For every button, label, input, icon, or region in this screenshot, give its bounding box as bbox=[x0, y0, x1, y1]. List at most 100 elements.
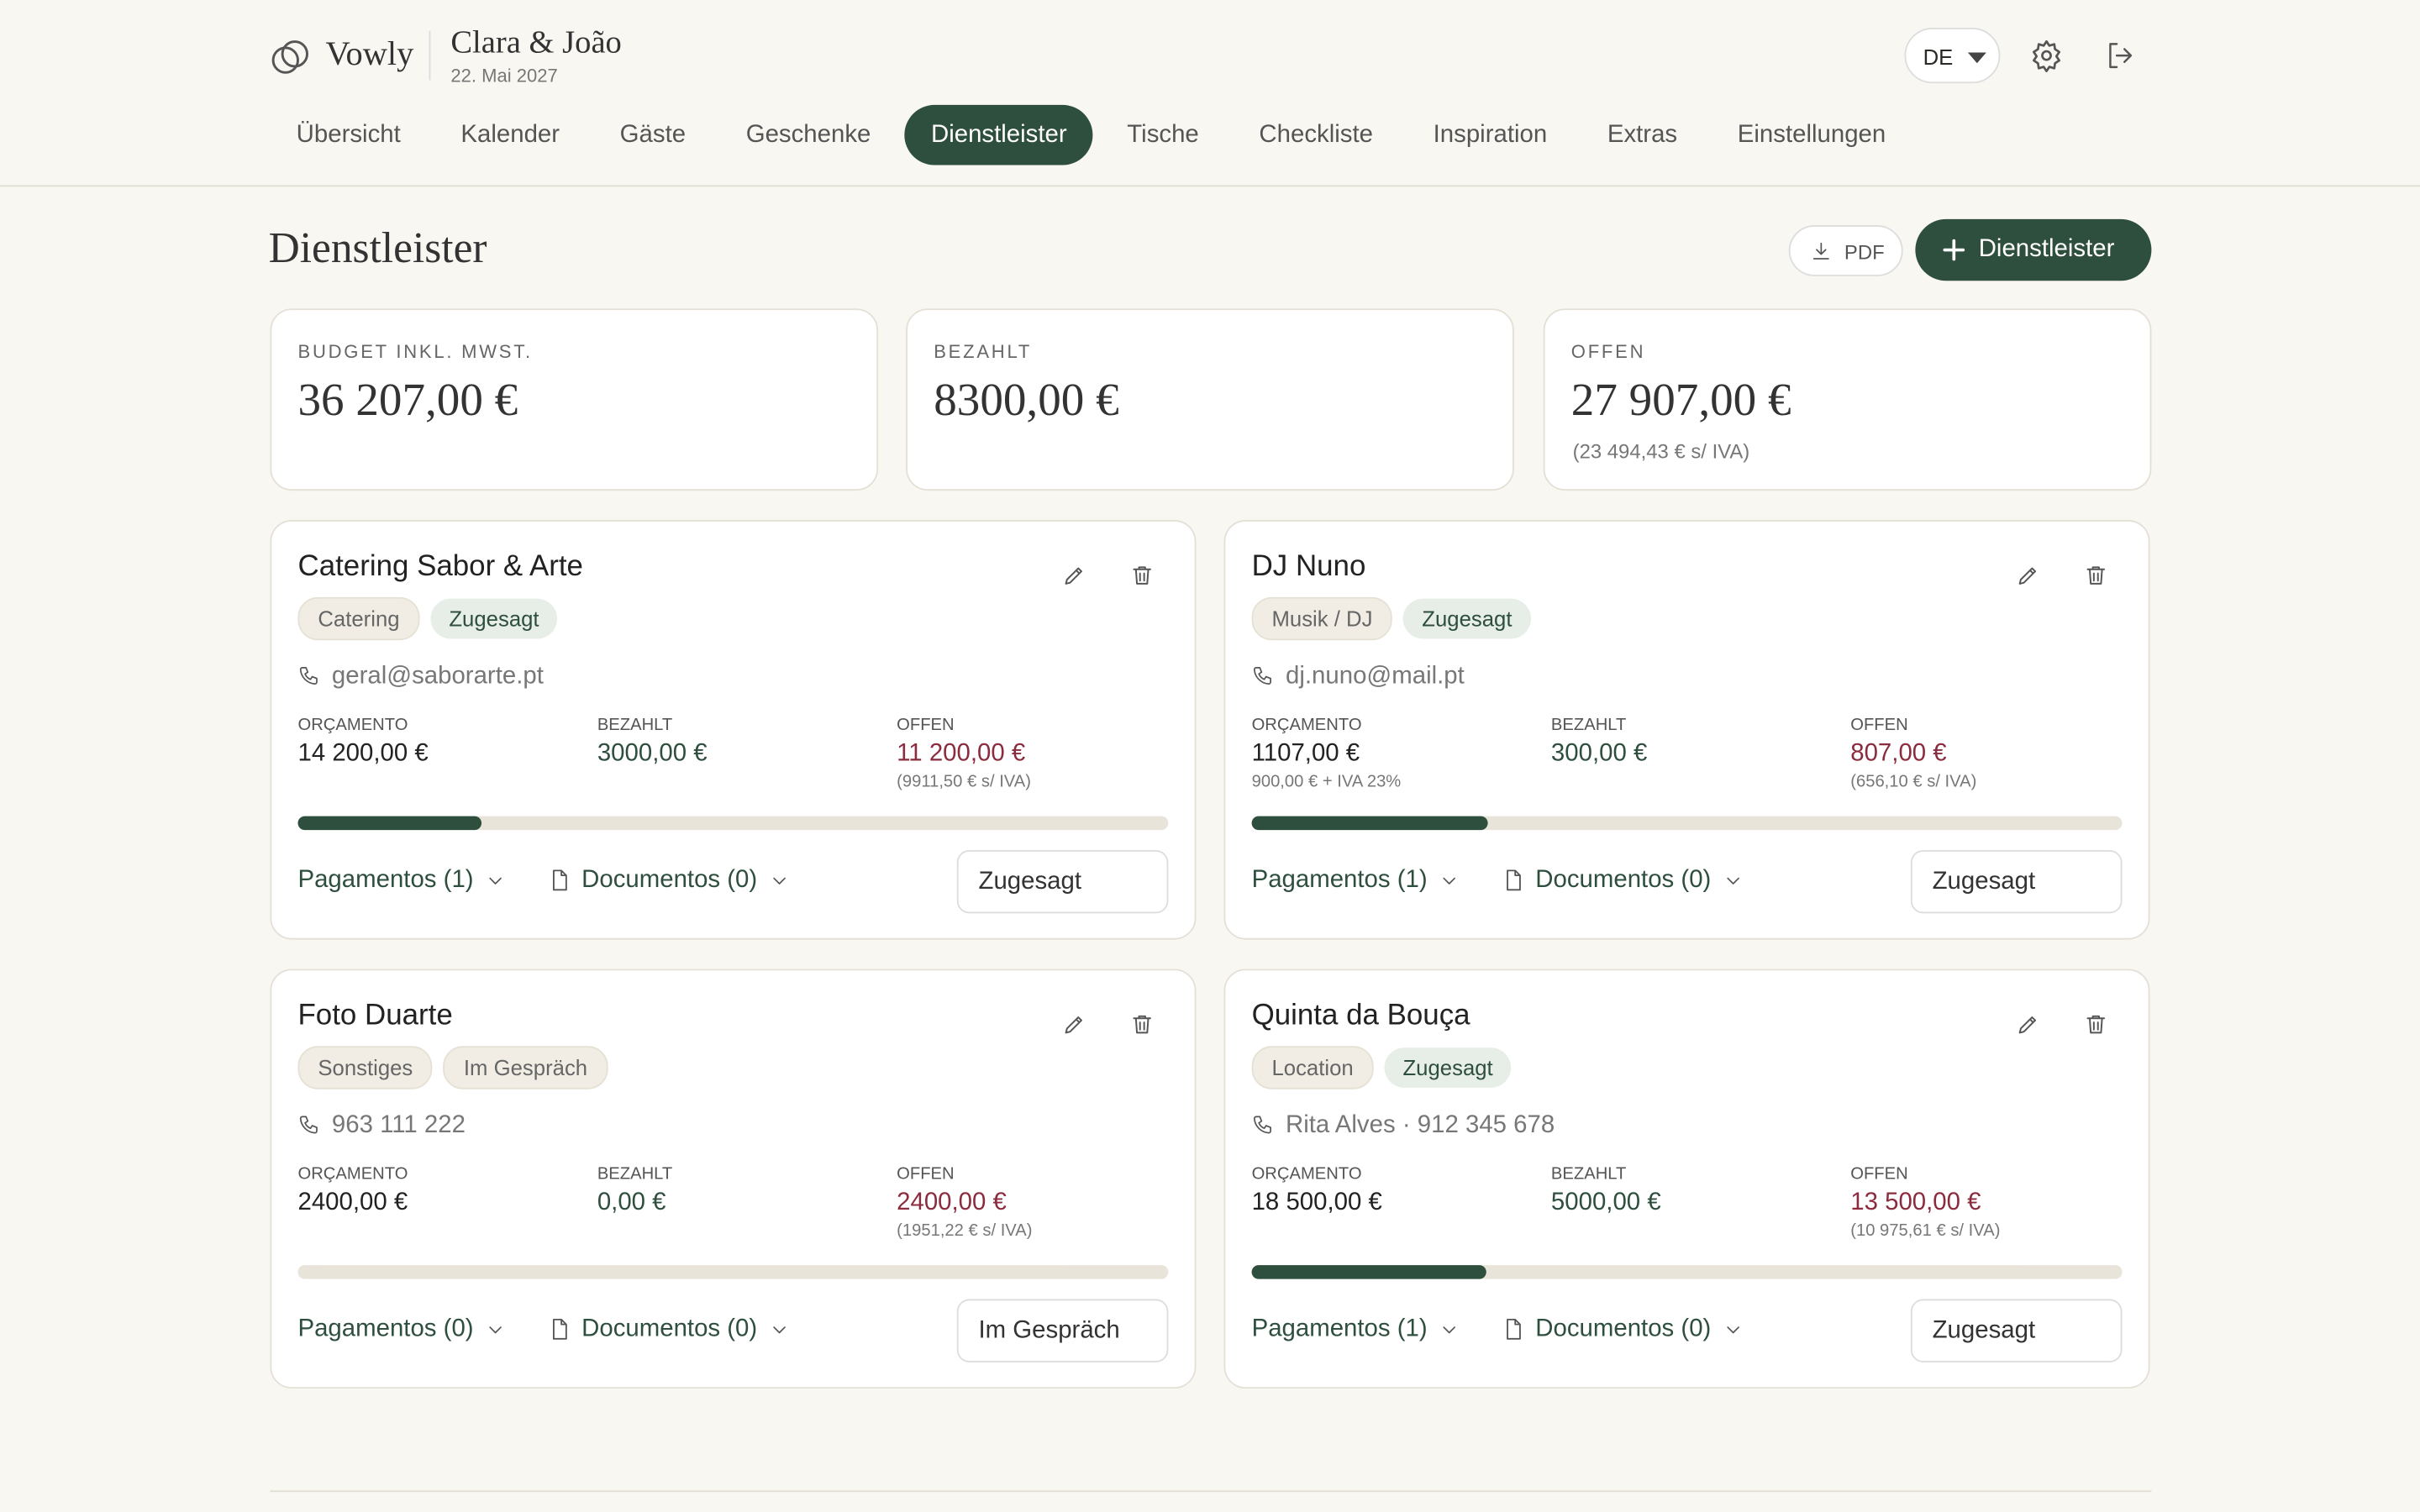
chevron-icon bbox=[1443, 877, 1455, 885]
nav-item[interactable]: Checkliste bbox=[1259, 122, 1373, 149]
progress-track bbox=[297, 816, 1169, 831]
vendor-card: Quinta da Bouça Location Zugesagt Rita Alve… bbox=[1223, 969, 2150, 1389]
progress-bar bbox=[297, 816, 482, 831]
stat-note: (656,10 € s/ IVA) bbox=[1850, 773, 1977, 792]
chevron-icon bbox=[488, 877, 502, 885]
status-tag: Zugesagt bbox=[1384, 1047, 1512, 1088]
progress-track bbox=[297, 1265, 1169, 1279]
document-icon bbox=[1506, 869, 1521, 891]
pdf-label: PDF bbox=[1844, 240, 1885, 265]
tags: Location Zugesagt bbox=[1251, 1046, 1523, 1089]
payments-toggle[interactable]: Pagamentos (1) bbox=[1251, 1315, 1428, 1342]
delete-icon[interactable] bbox=[2084, 1012, 2108, 1037]
caret bbox=[1967, 52, 1986, 64]
nav-item[interactable]: Gäste bbox=[619, 122, 687, 149]
logo bbox=[271, 40, 308, 74]
delete-icon[interactable] bbox=[1129, 1012, 1154, 1037]
status-tag: Zugesagt bbox=[430, 598, 558, 639]
nav-item[interactable]: Extras bbox=[1607, 122, 1678, 149]
payments-toggle[interactable]: Pagamentos (0) bbox=[297, 1315, 474, 1342]
stat-label: ORÇAMENTO bbox=[1251, 1164, 1362, 1184]
documents-toggle[interactable]: Documentos (0) bbox=[1535, 1315, 1712, 1342]
vendor-name: DJ Nuno bbox=[1251, 550, 1366, 584]
language-select[interactable]: DE bbox=[1904, 28, 2001, 84]
stat-value: 18 500,00 € bbox=[1251, 1189, 1382, 1216]
status-select[interactable]: Im Gespräch bbox=[956, 1299, 1169, 1362]
nav-item[interactable]: Inspiration bbox=[1433, 122, 1548, 149]
contact: geral@saborarte.pt bbox=[331, 663, 544, 690]
stat-label: OFFEN bbox=[1850, 1164, 1908, 1184]
stat-label: ORÇAMENTO bbox=[297, 716, 408, 735]
nav-item[interactable]: Kalender bbox=[460, 122, 560, 149]
download-icon bbox=[1812, 242, 1829, 260]
stat-value: 11 200,00 € bbox=[897, 740, 1026, 767]
nav-item[interactable]: Tische bbox=[1127, 122, 1199, 149]
documents-toggle[interactable]: Documentos (0) bbox=[581, 867, 758, 894]
chevron-icon bbox=[1443, 1326, 1455, 1334]
payments-toggle[interactable]: Pagamentos (1) bbox=[297, 867, 474, 894]
stat-value: 14 200,00 € bbox=[297, 740, 429, 767]
nav-item[interactable]: Übersicht bbox=[296, 122, 401, 149]
status-select[interactable]: Zugesagt bbox=[1910, 850, 2123, 914]
stat-label: OFFEN bbox=[1850, 716, 1908, 735]
stat-label: OFFEN bbox=[897, 716, 955, 735]
summary-note: (23 494,43 € s/ IVA) bbox=[1572, 439, 1750, 464]
brand: Vowly bbox=[325, 34, 414, 73]
documents-toggle[interactable]: Documentos (0) bbox=[1535, 867, 1712, 894]
status-select-value: Zugesagt bbox=[1932, 1317, 2036, 1344]
stat-label: BEZAHLT bbox=[1550, 1164, 1627, 1184]
stat-label: OFFEN bbox=[897, 1164, 955, 1184]
nav-item[interactable]: Dienstleister bbox=[904, 104, 1093, 165]
stat-label: ORÇAMENTO bbox=[1251, 716, 1362, 735]
pdf-button[interactable]: PDF bbox=[1788, 225, 1903, 276]
document-icon bbox=[552, 1318, 567, 1340]
stat-label: BEZAHLT bbox=[1550, 716, 1627, 735]
summary-label: BEZAHLT bbox=[934, 340, 1033, 363]
status-select-value: Im Gespräch bbox=[978, 1317, 1120, 1344]
stat-value: 1107,00 € bbox=[1251, 740, 1360, 767]
edit-icon[interactable] bbox=[1062, 1012, 1086, 1037]
language: DE bbox=[1923, 45, 1954, 70]
progress-bar bbox=[1251, 816, 1488, 831]
document-icon bbox=[552, 869, 567, 891]
category-tag: Location bbox=[1251, 1046, 1374, 1089]
stat-note: (10 975,61 € s/ IVA) bbox=[1850, 1221, 2001, 1241]
summary-value: 36 207,00 € bbox=[297, 375, 518, 426]
header bbox=[0, 0, 2420, 187]
page-title: Dienstleister bbox=[268, 225, 487, 274]
edit-icon[interactable] bbox=[1062, 563, 1086, 587]
status-select[interactable]: Zugesagt bbox=[1910, 1299, 2123, 1362]
summary-label: BUDGET INKL. MWST. bbox=[297, 340, 533, 363]
status-select-value: Zugesagt bbox=[1932, 869, 2036, 895]
status-tag: Im Gespräch bbox=[444, 1046, 608, 1089]
chevron-icon bbox=[488, 1326, 502, 1334]
document-icon bbox=[1506, 1318, 1521, 1340]
contact-icon bbox=[1253, 666, 1271, 685]
stat-value: 0,00 € bbox=[597, 1189, 666, 1216]
status-tag: Zugesagt bbox=[1403, 598, 1531, 639]
stat-value: 2400,00 € bbox=[297, 1189, 408, 1216]
progress-bar bbox=[1251, 1265, 1487, 1279]
add-button[interactable]: Dienstleister bbox=[1915, 218, 2152, 281]
status-select[interactable]: Zugesagt bbox=[956, 850, 1169, 914]
stat-value: 807,00 € bbox=[1850, 740, 1947, 767]
couple: Clara & João bbox=[450, 23, 622, 60]
delete-icon[interactable] bbox=[2084, 563, 2108, 587]
contact: dj.nuno@mail.pt bbox=[1286, 663, 1465, 690]
logout-icon[interactable] bbox=[2105, 40, 2136, 71]
delete-icon[interactable] bbox=[1129, 563, 1154, 587]
payments-toggle[interactable]: Pagamentos (1) bbox=[1251, 867, 1428, 894]
vendor-card: DJ Nuno Musik / DJ Zugesagt dj.nuno@mail.pt… bbox=[1223, 519, 2150, 940]
nav-item[interactable]: Geschenke bbox=[745, 122, 871, 149]
contact-icon bbox=[1253, 1116, 1271, 1134]
divider bbox=[429, 30, 431, 81]
nav-item[interactable]: Einstellungen bbox=[1737, 122, 1886, 149]
edit-icon[interactable] bbox=[2016, 563, 2040, 587]
settings-icon[interactable] bbox=[2029, 39, 2063, 72]
status-select-value: Zugesagt bbox=[978, 869, 1082, 895]
vendor-name: Quinta da Bouça bbox=[1251, 1000, 1470, 1032]
summary-value: 27 907,00 € bbox=[1570, 375, 1791, 426]
edit-icon[interactable] bbox=[2016, 1012, 2040, 1037]
documents-toggle[interactable]: Documentos (0) bbox=[581, 1315, 758, 1342]
